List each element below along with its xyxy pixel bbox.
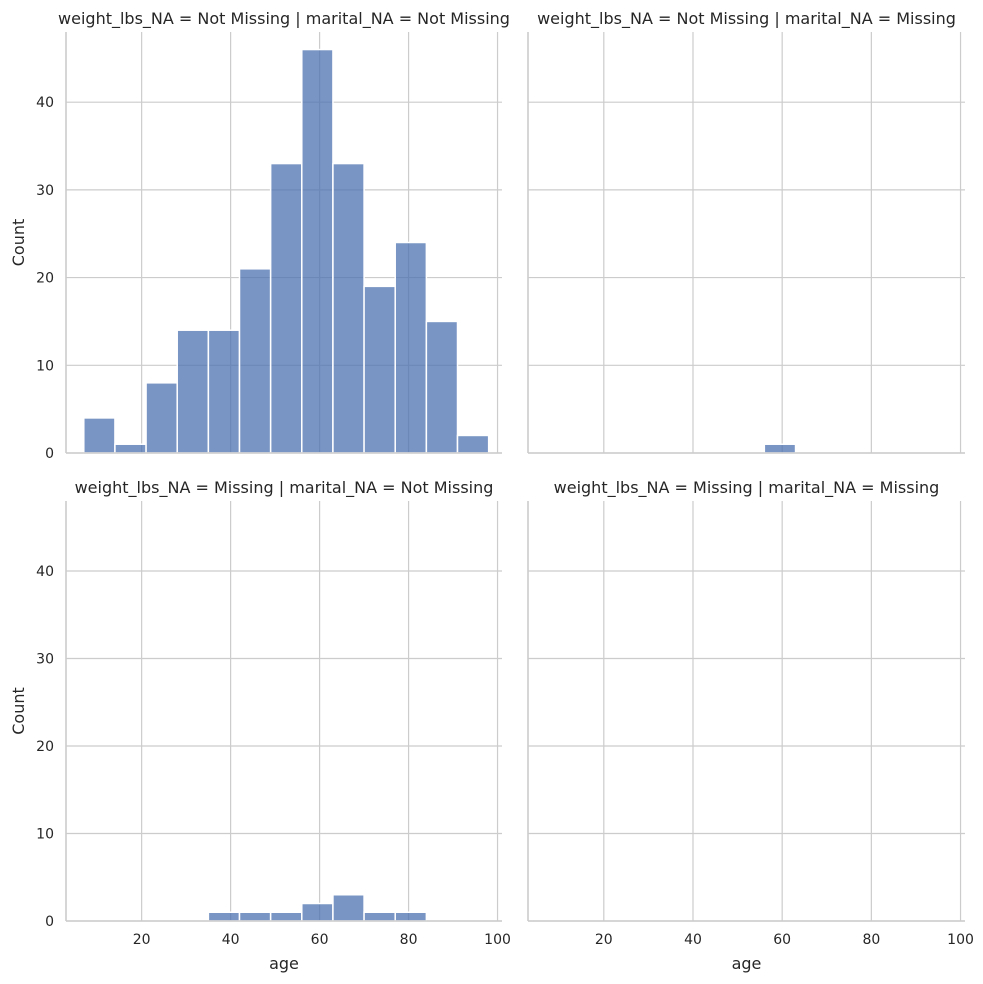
y-tick-label: 0 [45, 914, 54, 930]
y-tick-label: 40 [36, 95, 54, 111]
histogram-bar [238, 911, 272, 922]
x-tick-label: 80 [862, 932, 880, 948]
x-tick-label: 40 [222, 932, 240, 948]
panel-title: weight_lbs_NA = Missing | marital_NA = N… [75, 478, 494, 498]
histogram-bar [332, 894, 365, 922]
histogram-bar [207, 329, 241, 454]
histogram-bar [114, 443, 147, 454]
histogram-bars [763, 443, 797, 454]
y-tick-label: 10 [36, 358, 54, 374]
panel-title: weight_lbs_NA = Not Missing | marital_NA… [537, 9, 956, 29]
panel-title: weight_lbs_NA = Missing | marital_NA = M… [554, 478, 940, 498]
facet-panel-bottom-right: 20 40 60 80 100 weight_lbs_NA = Missing | ma… [527, 478, 974, 973]
y-tick-label: 10 [36, 827, 54, 843]
histogram-bar [363, 911, 396, 922]
histogram-bars [207, 894, 428, 922]
histogram-bar [238, 268, 272, 454]
y-tick-label: 20 [36, 271, 54, 287]
grid-lines [528, 501, 965, 922]
histogram-bar [207, 911, 241, 922]
axis-spines [65, 32, 502, 454]
x-tick-label: 100 [947, 932, 974, 948]
x-tick-label: 20 [595, 932, 613, 948]
y-tick-label: 40 [36, 564, 54, 580]
axis-spines [527, 501, 965, 922]
histogram-bar [269, 911, 303, 922]
histogram-bar [301, 902, 334, 922]
y-axis-label: Count [9, 219, 28, 267]
histogram-bar [425, 320, 459, 454]
x-tick-label: 20 [133, 932, 151, 948]
panel-title: weight_lbs_NA = Not Missing | marital_NA… [58, 9, 510, 29]
histogram-bar [456, 434, 490, 454]
x-tick-label: 60 [311, 932, 329, 948]
histogram-bars [83, 48, 490, 454]
tick-labels: 0 10 20 30 40 20 40 60 80 100 [36, 564, 511, 948]
x-axis-label: age [732, 954, 762, 973]
y-axis-label: Count [9, 687, 28, 735]
histogram-bar [763, 443, 797, 454]
x-axis-label: age [269, 954, 299, 973]
facet-panel-bottom-left: 0 10 20 30 40 20 40 60 80 100 weight_lbs_NA = Mis… [9, 478, 511, 973]
y-tick-label: 30 [36, 652, 54, 668]
histogram-bar [145, 382, 178, 454]
x-tick-label: 40 [684, 932, 702, 948]
histogram-bar [363, 285, 396, 454]
y-tick-label: 20 [36, 739, 54, 755]
x-tick-label: 100 [484, 932, 511, 948]
histogram-bar [332, 162, 365, 454]
tick-labels: 0 10 20 30 40 [36, 95, 54, 462]
facet-panel-top-right: weight_lbs_NA = Not Missing | marital_NA… [527, 9, 965, 454]
x-tick-label: 60 [773, 932, 791, 948]
histogram-bar [176, 329, 210, 454]
histogram-bar [83, 417, 116, 454]
y-tick-label: 0 [45, 446, 54, 462]
axis-spines [527, 32, 965, 454]
histogram-bar [301, 48, 334, 454]
histogram-bar [394, 911, 428, 922]
histogram-bar [269, 162, 303, 454]
tick-labels: 20 40 60 80 100 [595, 932, 974, 948]
y-tick-label: 30 [36, 183, 54, 199]
facet-panel-top-left: 0 10 20 30 40 weight_lbs_NA = Not Missing | … [9, 9, 510, 462]
x-tick-label: 80 [400, 932, 418, 948]
histogram-bar [394, 241, 428, 454]
axis-spines [65, 501, 502, 922]
